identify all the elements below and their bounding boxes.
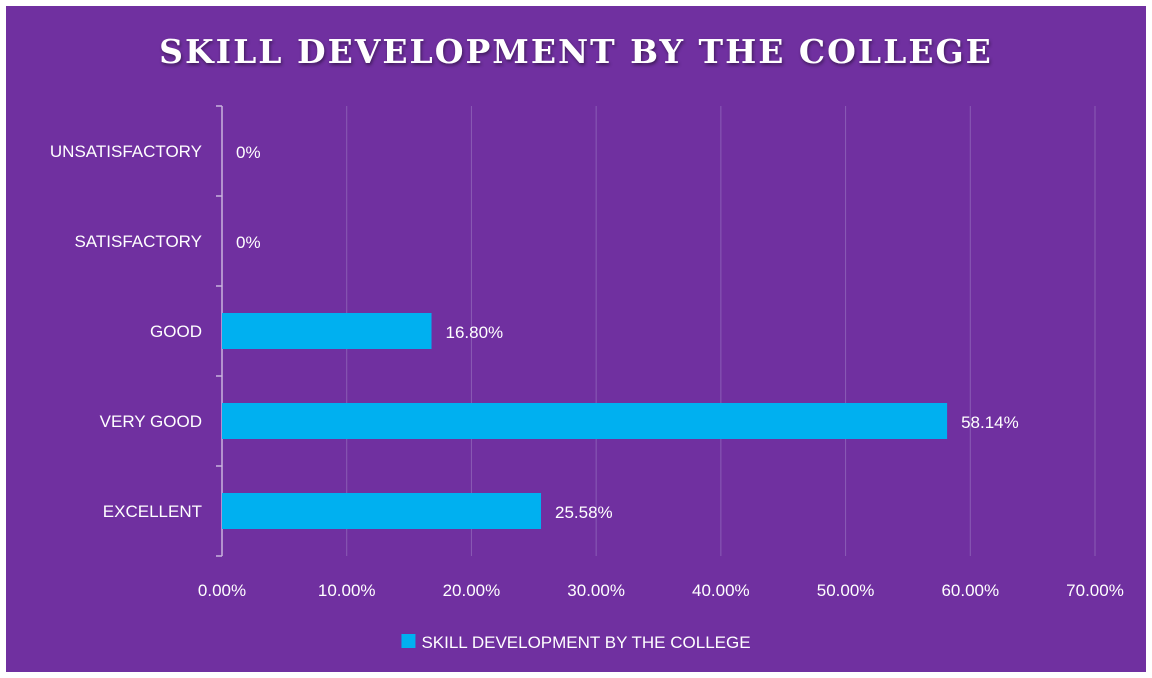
- x-tick-label: 40.00%: [692, 581, 750, 600]
- chart-title: SKILL DEVELOPMENT BY THE COLLEGE: [159, 32, 993, 71]
- category-label: UNSATISFACTORY: [50, 142, 202, 161]
- category-label: SATISFACTORY: [74, 232, 202, 251]
- x-tick-label: 60.00%: [941, 581, 999, 600]
- bar: [222, 313, 432, 349]
- chart-area: SKILL DEVELOPMENT BY THE COLLEGE UNSATIS…: [6, 6, 1146, 672]
- x-tick-label: 30.00%: [567, 581, 625, 600]
- bar-chart: UNSATISFACTORY 0% SATISFACTORY 0% GOOD 16.80%…: [50, 105, 1124, 652]
- x-tick-label: 70.00%: [1066, 581, 1124, 600]
- data-label: 16.80%: [446, 323, 504, 342]
- x-tick-label: 10.00%: [318, 581, 376, 600]
- data-label: 0%: [236, 143, 261, 162]
- data-label: 25.58%: [555, 503, 613, 522]
- legend-swatch: [401, 634, 416, 648]
- category-label: GOOD: [150, 322, 202, 341]
- category-label: VERY GOOD: [100, 412, 202, 431]
- x-tick-label: 50.00%: [817, 581, 875, 600]
- x-tick-label: 0.00%: [198, 581, 246, 600]
- bar: [222, 493, 542, 529]
- data-label: 0%: [236, 233, 261, 252]
- data-label: 58.14%: [961, 413, 1019, 432]
- category-label: EXCELLENT: [103, 502, 202, 521]
- bar: [222, 403, 948, 439]
- legend-label: SKILL DEVELOPMENT BY THE COLLEGE: [421, 633, 750, 652]
- x-tick-label: 20.00%: [443, 581, 501, 600]
